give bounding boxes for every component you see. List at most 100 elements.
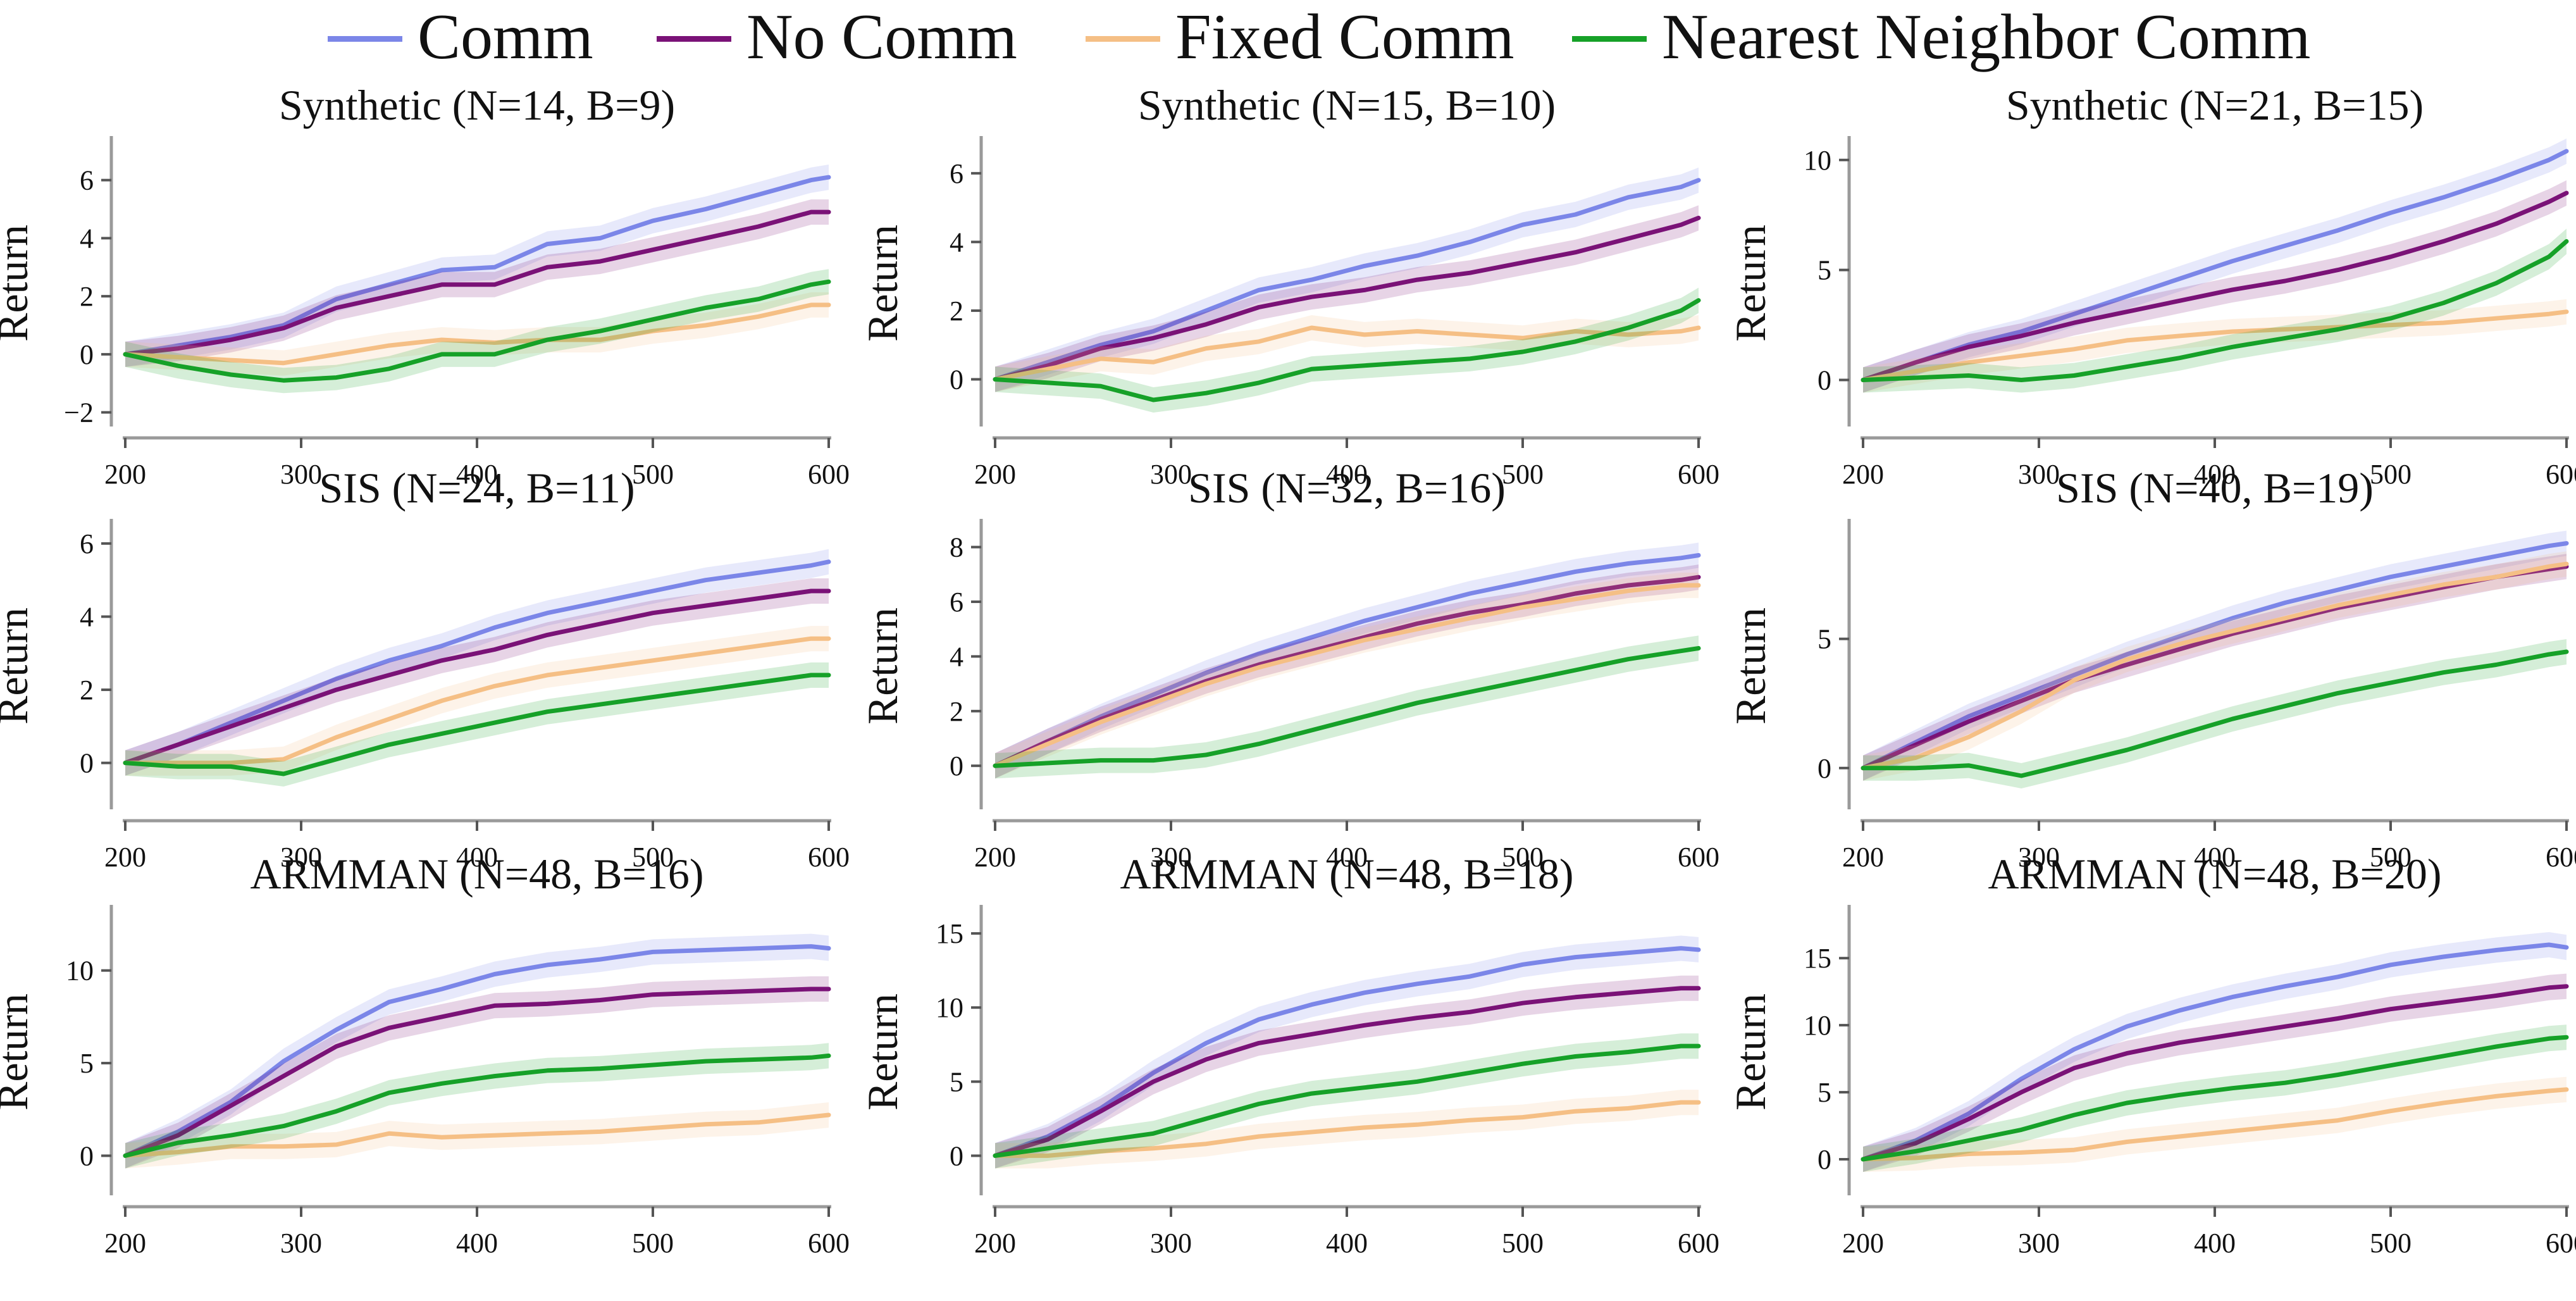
x-tick-label: 400 [1326,459,1368,490]
x-tick-label: 200 [104,459,146,490]
x-tick-label: 600 [2546,1228,2576,1259]
series-line-fixed-comm [1861,309,2569,382]
y-axis-label: Return [1726,993,1774,1111]
x-tick-label: 200 [104,842,146,873]
band-comm [995,542,1699,779]
y-tick-label: 0 [950,364,963,395]
y-axis-label: Return [1726,607,1774,725]
series-line-nearest-neighbor-comm [123,279,831,383]
series-line-no-comm [123,209,831,357]
y-axis-label: Return [1726,225,1774,342]
y-tick-label: 4 [950,641,963,672]
chart-panel-8: ARMMAN (N=48, B=18) Return 200 300 400 500 600… [858,850,1719,1259]
x-tick-label: 500 [1502,1228,1544,1259]
y-tick-label: 6 [80,165,94,196]
series-line-fixed-comm [1861,561,2569,771]
x-tick-label: 600 [2546,842,2576,873]
y-tick-label: 0 [1817,364,1831,395]
chart-title: SIS (N=32, B=16) [1188,464,1506,512]
x-tick-label: 400 [456,1228,498,1259]
x-tick-label: 600 [1678,1228,1719,1259]
y-tick-label: 2 [950,296,963,327]
x-tick-label: 600 [808,1228,850,1259]
x-tick-label: 300 [2018,842,2060,873]
chart-title: Synthetic (N=14, B=9) [279,81,675,129]
chart-title: ARMMAN (N=48, B=20) [1988,850,2441,898]
chart-title: SIS (N=40, B=19) [2056,464,2374,512]
y-tick-label: 0 [80,339,94,370]
x-tick-label: 500 [2370,459,2412,490]
x-tick-label: 300 [280,1228,322,1259]
y-tick-label: 6 [950,587,963,618]
band-nearest-neighbor-comm [1863,639,2567,788]
band-fixed-comm [995,315,1699,392]
x-tick-label: 300 [2018,1228,2060,1259]
chart-title: Synthetic (N=21, B=15) [2006,81,2424,129]
y-tick-label: 15 [936,918,963,949]
x-tick-label: 400 [2194,1228,2236,1259]
y-axis-label: Return [0,993,37,1111]
series-line-fixed-comm [123,636,831,766]
y-tick-label: 4 [80,223,94,254]
band-nearest-neighbor-comm [125,1043,829,1169]
y-tick-label: 5 [80,1048,94,1079]
band-fixed-comm [1863,299,2567,393]
legend-swatch-comm [328,36,402,42]
band-fixed-comm [1863,1076,2567,1172]
x-tick-label: 400 [456,842,498,873]
y-tick-label: 5 [1817,1077,1831,1108]
chart-panel-2: Synthetic (N=15, B=10) Return 200 300 400 500… [858,81,1719,490]
series-line-nearest-neighbor-comm [993,298,1701,402]
y-tick-label: 2 [950,696,963,727]
x-tick-label: 400 [1326,1228,1368,1259]
y-tick-label: 5 [1817,255,1831,286]
y-tick-label: 0 [80,1140,94,1171]
series-line-comm [993,178,1701,382]
x-tick-label: 500 [632,459,674,490]
series-line-fixed-comm [993,1100,1701,1158]
y-tick-label: 0 [1817,753,1831,784]
y-tick-label: −2 [64,397,94,428]
x-tick-label: 600 [808,842,850,873]
series-line-nearest-neighbor-comm [1861,1035,2569,1162]
band-nearest-neighbor-comm [995,635,1699,779]
series-line-fixed-comm [123,302,831,366]
y-tick-label: 10 [1804,1010,1831,1041]
series-line-no-comm [123,588,831,766]
y-tick-label: 4 [80,601,94,632]
series-line-no-comm [123,987,831,1158]
series-line-comm [1861,149,2569,382]
series-line-nearest-neighbor-comm [993,1043,1701,1158]
band-no-comm [1863,180,2567,393]
x-tick-label: 500 [2370,1228,2412,1259]
x-tick-label: 200 [1842,1228,1884,1259]
series-line-nearest-neighbor-comm [1861,649,2569,778]
series-line-no-comm [993,215,1701,382]
band-fixed-comm [125,292,829,376]
y-axis-label: Return [0,225,37,342]
chart-panel-5: SIS (N=32, B=16) Return 200 300 400 500 600 0 2 4… [858,464,1719,873]
x-tick-label: 300 [2018,459,2060,490]
series-line-comm [993,553,1701,768]
series-line-fixed-comm [993,583,1701,768]
y-tick-label: 8 [950,532,963,563]
series-line-fixed-comm [123,1112,831,1158]
y-axis-label: Return [858,225,907,342]
band-fixed-comm [1863,551,2567,781]
series-line-nearest-neighbor-comm [1861,239,2569,382]
legend-label-nearest-neighbor-comm: Nearest Neighbor Comm [1662,1,2311,73]
y-tick-label: 10 [1804,145,1831,176]
x-tick-label: 200 [1842,842,1884,873]
chart-title: ARMMAN (N=48, B=18) [1120,850,1573,898]
legend: Comm No Comm Fixed Comm Nearest Neighbor… [0,0,2576,76]
chart-title: SIS (N=24, B=11) [319,464,635,512]
series-line-nearest-neighbor-comm [123,1053,831,1158]
chart-panel-7: ARMMAN (N=48, B=16) Return 200 300 400 500 600… [0,850,850,1259]
series-line-no-comm [1861,984,2569,1162]
x-tick-label: 400 [456,459,498,490]
chart-title: Synthetic (N=15, B=10) [1138,81,1556,129]
series-line-no-comm [993,986,1701,1158]
y-axis-label: Return [0,607,37,725]
y-tick-label: 0 [950,750,963,781]
